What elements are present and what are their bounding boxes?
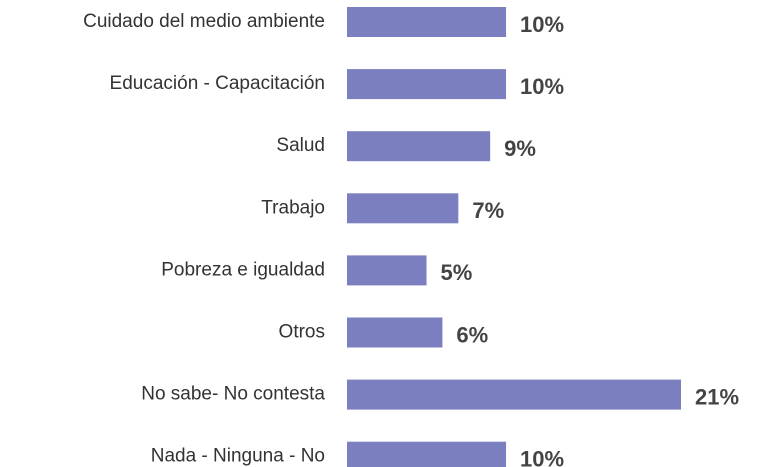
category-label: Trabajo [261, 197, 325, 218]
category-label: Educación - Capacitación [110, 73, 325, 94]
bar [347, 69, 507, 100]
bar [347, 441, 507, 467]
bar [347, 193, 459, 224]
bar [347, 255, 427, 286]
bar [347, 379, 681, 410]
category-label: Cuidado del medio ambiente [83, 11, 325, 32]
category-label: No sabe- No contesta [141, 384, 325, 405]
category-label: Pobreza e igualdad [161, 259, 325, 280]
value-label: 10% [520, 447, 564, 467]
value-label: 10% [520, 12, 564, 37]
value-label: 9% [504, 136, 536, 161]
category-label: Salud [276, 135, 325, 156]
value-label: 6% [456, 322, 488, 347]
category-label: Nada - Ninguna - No [151, 446, 325, 467]
category-label: Otros [279, 322, 325, 343]
value-label: 21% [695, 384, 739, 409]
value-label: 7% [472, 198, 504, 223]
value-label: 10% [520, 74, 564, 99]
bar [347, 317, 443, 348]
bar [347, 131, 491, 162]
bar [347, 7, 507, 37]
value-label: 5% [441, 260, 473, 285]
